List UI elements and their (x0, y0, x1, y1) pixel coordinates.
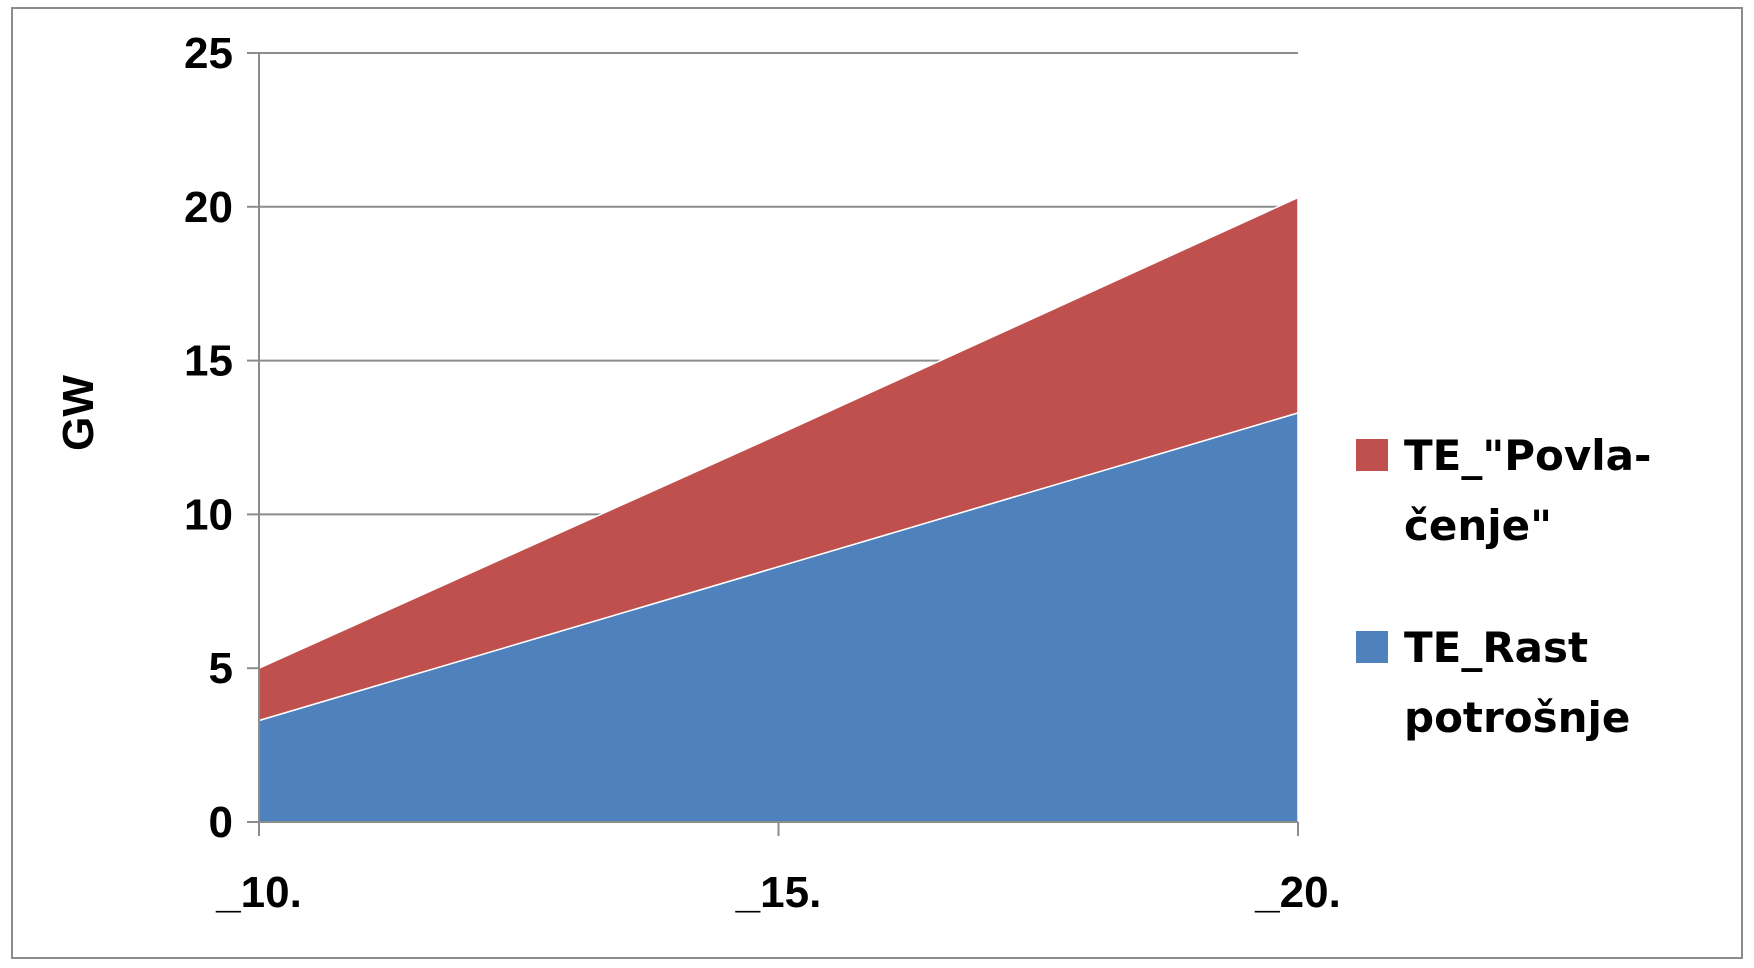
legend-label-1-line-1: čenje" (1404, 501, 1552, 550)
y-tick-label-5: 5 (209, 644, 233, 693)
legend-label-1-line-0: TE_"Povla- (1404, 431, 1651, 480)
legend-swatch-0 (1356, 631, 1388, 663)
axes (247, 52, 1299, 836)
x-tick-label-0: _10. (215, 868, 302, 917)
y-tick-label-25: 25 (184, 29, 233, 78)
x-tick-label-2: _20. (1254, 868, 1341, 917)
y-axis-label: GW (54, 375, 103, 451)
y-tick-label-0: 0 (209, 798, 233, 847)
legend: TE_"Povla-čenje" TE_Rast potrošnje (1356, 431, 1651, 742)
legend-label-0-line-0: TE_Rast (1404, 623, 1588, 672)
y-tick-label-20: 20 (184, 183, 233, 232)
tick-labels: 0 5 10 15 20 25 _10. _15. _20. (184, 29, 1341, 917)
y-tick-label-15: 15 (184, 337, 233, 386)
legend-label-0-line-1: potrošnje (1404, 693, 1630, 742)
y-tick-label-10: 10 (184, 490, 233, 539)
legend-swatch-1 (1356, 439, 1388, 471)
x-tick-label-1: _15. (735, 868, 822, 917)
